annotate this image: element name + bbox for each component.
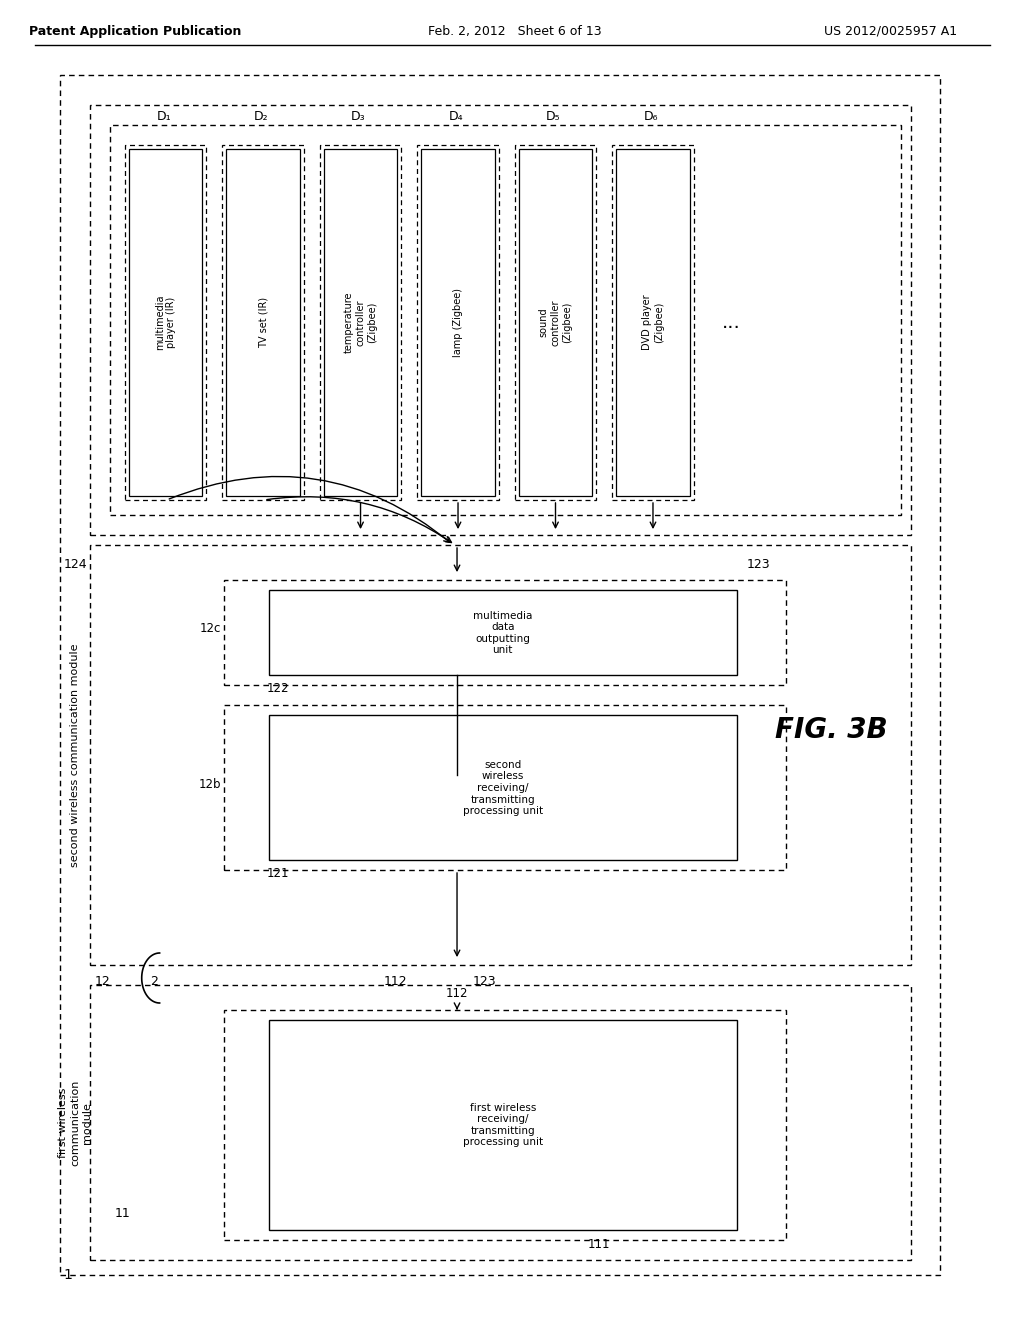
Text: 121: 121	[267, 867, 290, 880]
Text: D₆: D₆	[644, 110, 658, 123]
FancyBboxPatch shape	[616, 149, 690, 496]
FancyBboxPatch shape	[421, 149, 495, 496]
Bar	[125, 145, 207, 500]
Bar	[110, 125, 901, 515]
Text: 1: 1	[63, 1269, 72, 1282]
FancyBboxPatch shape	[226, 149, 300, 496]
Text: 111: 111	[588, 1238, 610, 1251]
Bar	[224, 705, 786, 870]
Text: second wireless communication module: second wireless communication module	[70, 643, 80, 867]
Text: FIG. 3B: FIG. 3B	[775, 715, 888, 744]
Text: 124: 124	[63, 558, 87, 572]
Bar	[90, 106, 910, 535]
FancyBboxPatch shape	[129, 149, 203, 496]
Text: US 2012/0025957 A1: US 2012/0025957 A1	[824, 25, 957, 38]
Bar	[224, 579, 786, 685]
Text: 12: 12	[95, 975, 111, 987]
Text: lamp (Zigbee): lamp (Zigbee)	[453, 288, 463, 356]
Text: 11: 11	[115, 1206, 131, 1220]
FancyBboxPatch shape	[269, 1020, 736, 1230]
Text: 123: 123	[473, 975, 497, 987]
Text: multimedia
player (IR): multimedia player (IR)	[155, 294, 176, 350]
Text: D₂: D₂	[254, 110, 268, 123]
Bar	[90, 545, 910, 965]
Text: 123: 123	[746, 558, 770, 572]
Text: DVD player
(Zigbee): DVD player (Zigbee)	[642, 294, 664, 350]
Bar	[515, 145, 596, 500]
Bar	[90, 985, 910, 1261]
Text: TV set (IR): TV set (IR)	[258, 297, 268, 348]
Text: Patent Application Publication: Patent Application Publication	[29, 25, 241, 38]
Text: 112: 112	[383, 975, 408, 987]
Text: D₄: D₄	[449, 110, 463, 123]
Text: first wireless
communication
module: first wireless communication module	[58, 1080, 92, 1166]
Text: temperature
controller
(Zigbee): temperature controller (Zigbee)	[344, 292, 377, 354]
FancyBboxPatch shape	[519, 149, 592, 496]
Bar	[222, 145, 304, 500]
FancyBboxPatch shape	[269, 715, 736, 861]
Text: sound
controller
(Zigbee): sound controller (Zigbee)	[539, 300, 572, 346]
Text: D₃: D₃	[351, 110, 366, 123]
FancyBboxPatch shape	[269, 590, 736, 675]
Text: ...: ...	[722, 313, 741, 333]
FancyBboxPatch shape	[324, 149, 397, 496]
Text: Feb. 2, 2012   Sheet 6 of 13: Feb. 2, 2012 Sheet 6 of 13	[428, 25, 601, 38]
Text: D₅: D₅	[546, 110, 561, 123]
Text: 122: 122	[267, 682, 290, 696]
Bar	[612, 145, 694, 500]
Text: 12b: 12b	[199, 779, 221, 792]
Text: second
wireless
receiving/
transmitting
processing unit: second wireless receiving/ transmitting …	[463, 760, 543, 816]
Bar	[319, 145, 401, 500]
Text: 12c: 12c	[200, 622, 221, 635]
Text: multimedia
data
outputting
unit: multimedia data outputting unit	[473, 611, 532, 656]
Bar	[224, 1010, 786, 1239]
Bar	[417, 145, 499, 500]
Text: 2: 2	[150, 975, 158, 987]
Text: first wireless
receiving/
transmitting
processing unit: first wireless receiving/ transmitting p…	[463, 1102, 543, 1147]
Text: 112: 112	[445, 987, 468, 1001]
Text: D₁: D₁	[157, 110, 171, 123]
Bar	[60, 75, 940, 1275]
